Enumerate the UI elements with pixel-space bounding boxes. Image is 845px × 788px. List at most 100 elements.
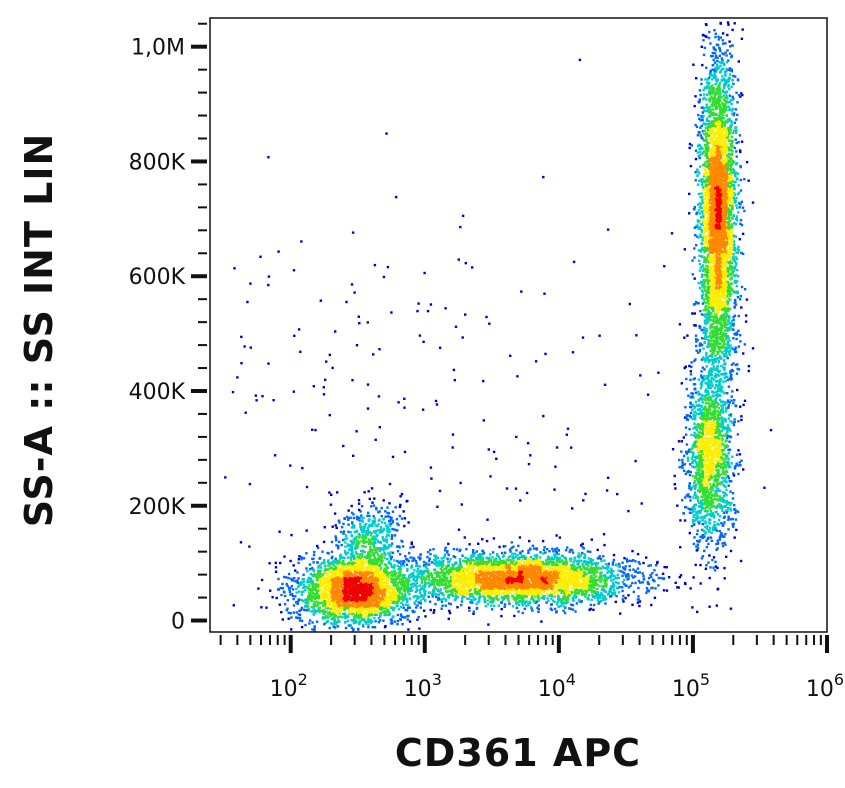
event-point: [297, 561, 300, 565]
event-point: [406, 591, 410, 594]
event-point: [420, 581, 423, 584]
event-point: [397, 588, 401, 591]
event-point: [649, 573, 652, 577]
event-point: [661, 572, 665, 575]
event-point: [359, 600, 362, 603]
event-point: [399, 614, 403, 617]
event-point: [402, 564, 405, 567]
event-point: [324, 588, 327, 592]
event-point: [347, 584, 350, 588]
event-point: [367, 525, 370, 528]
event-point: [324, 571, 327, 574]
event-point: [313, 600, 317, 604]
event-point: [371, 553, 374, 557]
event-point: [447, 564, 451, 568]
event-point: [560, 604, 563, 608]
event-point: [330, 574, 334, 577]
event-point: [419, 553, 422, 556]
event-point: [404, 580, 407, 583]
event-point: [539, 551, 542, 554]
event-point: [504, 578, 508, 581]
event-point: [378, 588, 381, 591]
event-point: [363, 595, 367, 598]
event-point: [316, 585, 320, 588]
event-point: [398, 592, 402, 595]
event-point: [292, 604, 296, 607]
event-point: [363, 556, 366, 559]
event-point: [370, 580, 373, 584]
event-point: [393, 528, 396, 531]
event-point: [333, 617, 337, 620]
event-point: [462, 595, 465, 598]
event-point: [533, 569, 536, 572]
event-point: [653, 596, 657, 599]
event-point: [312, 586, 315, 590]
event-point: [347, 561, 351, 564]
event-point: [547, 599, 550, 603]
event-point: [539, 560, 542, 563]
event-point: [325, 610, 328, 613]
event-point: [353, 607, 357, 611]
event-point: [358, 519, 361, 522]
event-point: [510, 560, 514, 563]
event-point: [320, 561, 324, 565]
event-point: [423, 609, 426, 612]
event-point: [339, 603, 343, 607]
event-point: [302, 608, 306, 611]
event-point: [362, 574, 365, 577]
event-point: [387, 525, 390, 529]
event-point: [330, 578, 333, 581]
event-point: [493, 585, 496, 588]
event-point: [307, 589, 311, 592]
event-point: [339, 580, 342, 583]
event-point: [601, 585, 604, 588]
event-point: [343, 612, 347, 615]
event-point: [357, 502, 361, 505]
event-point: [436, 593, 439, 596]
event-point: [401, 545, 405, 548]
event-point: [420, 574, 424, 577]
event-point: [570, 582, 574, 585]
event-point: [321, 550, 324, 553]
event-point: [364, 522, 368, 526]
event-point: [358, 559, 361, 562]
event-point: [344, 568, 347, 572]
event-point: [397, 574, 400, 577]
event-point: [367, 572, 370, 575]
event-point: [315, 620, 319, 623]
event-point: [407, 586, 410, 589]
event-point: [370, 590, 373, 594]
event-point: [341, 556, 345, 559]
event-point: [352, 628, 355, 631]
event-point: [323, 559, 326, 562]
event-point: [434, 587, 437, 591]
event-point: [390, 522, 393, 526]
event-point: [390, 536, 394, 539]
event-point: [469, 583, 473, 586]
event-point: [566, 587, 570, 590]
event-point: [632, 590, 635, 594]
event-point: [359, 585, 362, 588]
event-point: [350, 564, 353, 567]
event-point: [362, 573, 365, 576]
event-point: [391, 521, 395, 524]
event-point: [417, 575, 420, 578]
event-point: [360, 530, 364, 533]
event-point: [310, 582, 313, 585]
event-point: [358, 579, 361, 582]
event-point: [370, 596, 373, 600]
event-point: [481, 564, 484, 567]
event-point: [345, 599, 348, 603]
event-point: [624, 573, 627, 577]
event-point: [395, 598, 398, 601]
event-point: [344, 586, 347, 589]
event-point: [329, 570, 332, 573]
event-point: [550, 562, 554, 565]
event-point: [369, 618, 372, 622]
event-point: [335, 580, 339, 583]
event-point: [418, 558, 422, 561]
event-point: [613, 591, 617, 594]
event-point: [321, 604, 325, 607]
event-point: [345, 553, 348, 556]
event-point: [388, 522, 391, 526]
